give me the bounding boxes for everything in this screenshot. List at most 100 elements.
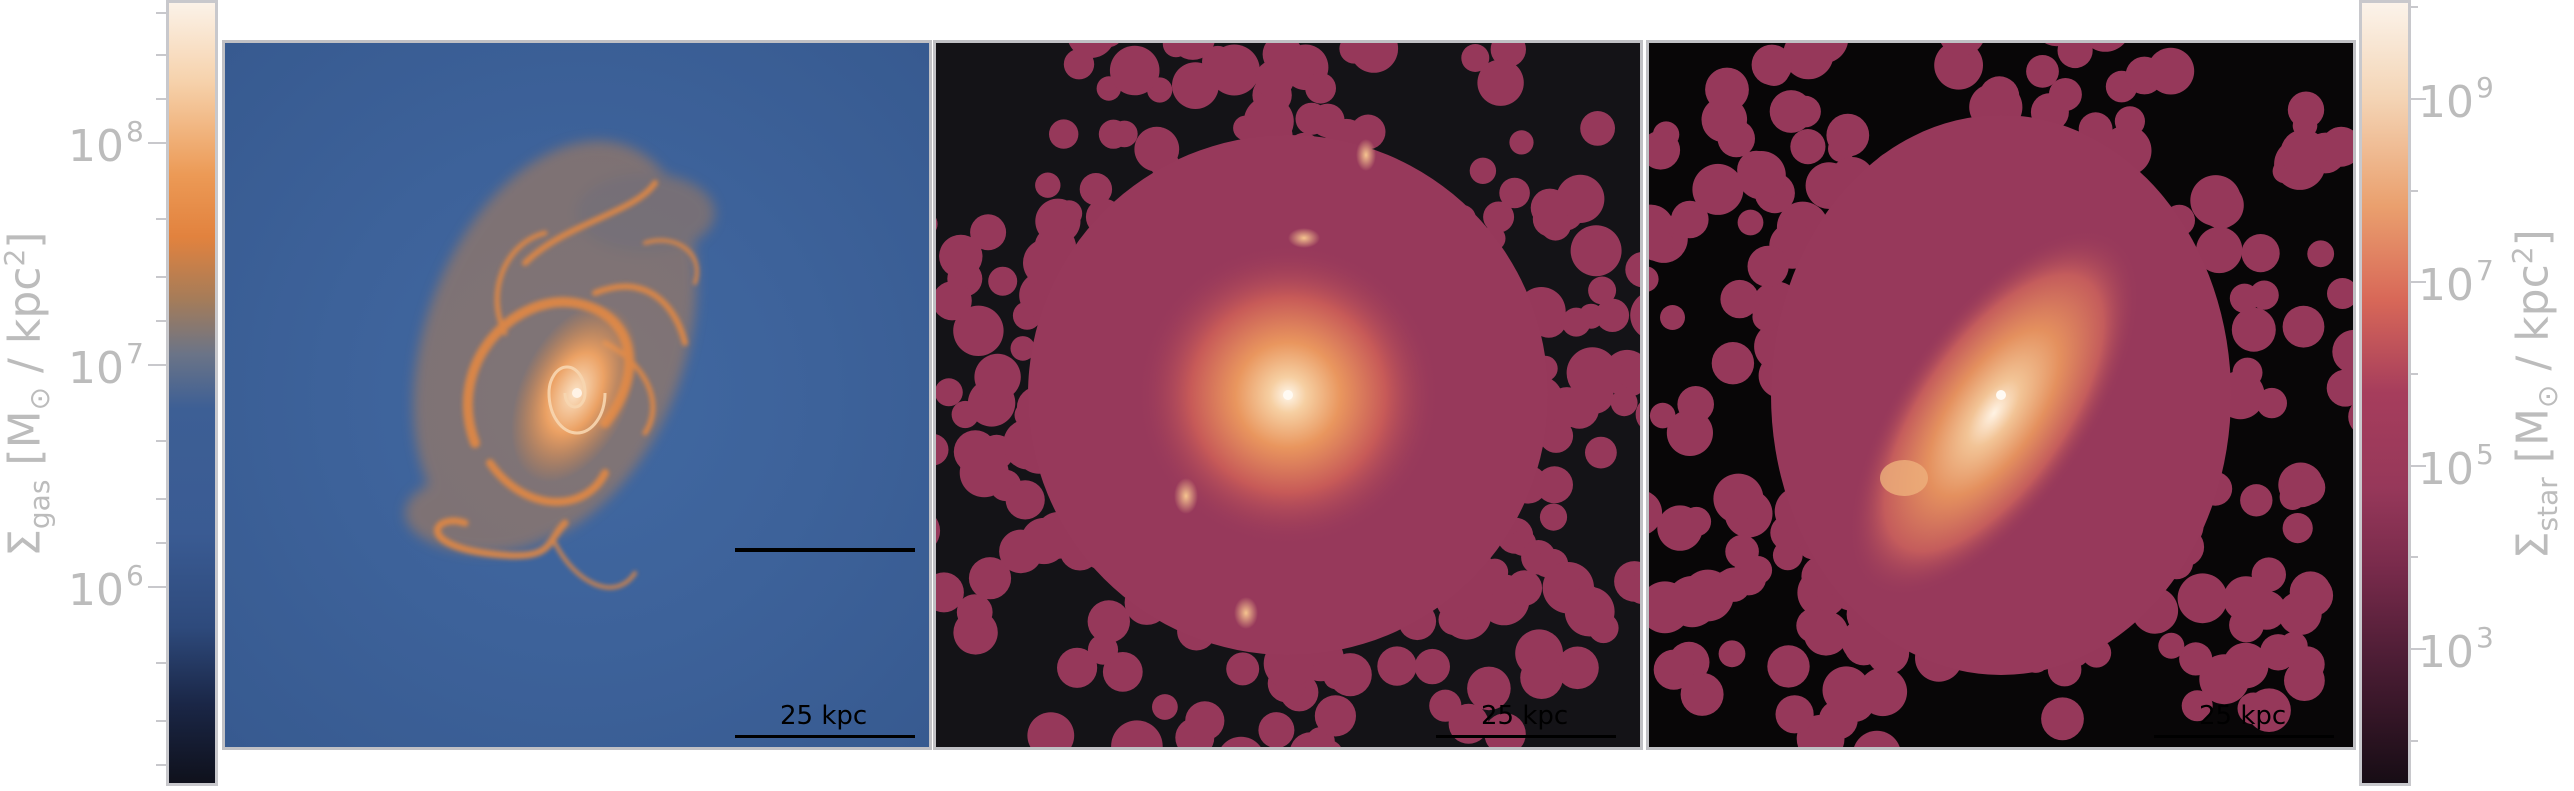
halo-particle xyxy=(2247,688,2291,732)
star-galaxy-image-1 xyxy=(936,43,1640,747)
gas-minor-tick xyxy=(156,498,166,500)
halo-particle xyxy=(2222,642,2269,689)
halo-particle xyxy=(1588,276,1617,305)
halo-particle xyxy=(1134,126,1180,172)
halo-particle xyxy=(1737,209,1764,236)
star-major-tick xyxy=(2408,648,2426,650)
halo-particle xyxy=(1208,44,1260,96)
halo-particle xyxy=(1020,517,1068,565)
halo-particle xyxy=(1111,720,1163,747)
halo-particle xyxy=(1259,717,1288,745)
halo-particle xyxy=(1087,600,1130,643)
halo-particle xyxy=(1377,646,1417,686)
halo-particle xyxy=(1680,672,1724,716)
halo-particle xyxy=(1843,625,1884,666)
halo-particle xyxy=(1172,62,1219,109)
halo-particle xyxy=(2240,484,2273,517)
stellar-density-panel-1: 25 kpc xyxy=(933,40,1643,750)
halo-particle xyxy=(1566,347,1618,399)
star-minor-tick xyxy=(2408,6,2418,8)
halo-particle xyxy=(1098,43,1119,48)
gas-scalebar-line xyxy=(735,735,915,738)
halo-particle xyxy=(1098,119,1128,149)
halo-particle xyxy=(1349,43,1399,73)
halo-particle xyxy=(1752,302,1781,332)
halo-particle xyxy=(1854,730,1900,747)
halo-particle xyxy=(2280,129,2327,176)
halo-particle xyxy=(953,430,997,474)
gas-minor-tick xyxy=(156,320,166,322)
gas-minor-tick xyxy=(156,440,166,442)
halo-particle xyxy=(2292,113,2318,138)
halo-particle xyxy=(2196,226,2243,274)
star-minor-tick xyxy=(2408,190,2418,192)
halo-particle xyxy=(1477,59,1524,106)
star-major-tick xyxy=(2408,98,2426,100)
gas-minor-tick xyxy=(156,54,166,56)
star-tick-label: 105 xyxy=(2418,438,2494,495)
gas-minor-tick xyxy=(156,276,166,278)
halo-particle xyxy=(1483,201,1515,233)
halo-particle xyxy=(2158,632,2185,659)
star-galaxy-image-2 xyxy=(1649,43,2353,747)
star2-scalebar-label: 25 kpc xyxy=(2199,701,2287,731)
halo-particle xyxy=(1057,647,1098,688)
halo-particle xyxy=(1467,666,1511,711)
gas-galaxy-image xyxy=(405,140,715,590)
halo-particle xyxy=(1826,113,1870,157)
star1-scalebar-line xyxy=(1436,735,1616,738)
halo-particle xyxy=(2348,403,2353,430)
halo-particle xyxy=(1818,700,1858,740)
halo-particle xyxy=(2177,573,2228,624)
halo-particle xyxy=(1559,389,1599,429)
gas-minor-tick xyxy=(156,720,166,722)
halo-particle xyxy=(2229,283,2260,313)
halo-particle xyxy=(1305,72,1336,104)
halo-particle xyxy=(2284,660,2325,701)
halo-particle xyxy=(1657,505,1703,551)
halo-particle xyxy=(1718,640,1746,668)
halo-particle xyxy=(1649,130,1681,170)
halo-particle xyxy=(2231,307,2276,352)
halo-particle xyxy=(1585,436,1617,469)
gas-tick-label: 107 xyxy=(68,337,144,394)
halo-particle xyxy=(1769,90,1813,133)
gas-major-tick xyxy=(148,364,166,366)
halo-particle xyxy=(1509,130,1534,155)
halo-particle xyxy=(2289,571,2332,613)
halo-particle xyxy=(1539,418,1574,453)
halo-particle xyxy=(1570,225,1622,277)
halo-particle xyxy=(1109,45,1160,96)
halo-particle xyxy=(1561,307,1591,337)
gas-minor-tick xyxy=(156,662,166,664)
star-colorbar xyxy=(2359,0,2411,786)
halo-particle xyxy=(1506,570,1543,606)
halo-particle xyxy=(1102,652,1143,692)
halo-particle xyxy=(2179,642,2213,676)
halo-particle xyxy=(1720,279,1759,319)
halo-particle xyxy=(2241,234,2280,273)
gas-colorbar-title: Σgas [M⊙ / kpc2] xyxy=(0,231,57,557)
halo-particle xyxy=(1737,151,1786,200)
halo-particle xyxy=(1520,656,1563,699)
gas-density-panel: 25 kpc xyxy=(222,40,932,750)
halo-particle xyxy=(2041,697,2084,741)
halo-particle xyxy=(2205,197,2238,229)
star-colorbar-title: Σstar [M⊙ / kpc2] xyxy=(2505,229,2565,560)
halo-particle xyxy=(1625,252,1640,288)
halo-particle xyxy=(1314,695,1356,737)
halo-particle xyxy=(1055,200,1083,227)
stellar-density-panel-2: 25 kpc xyxy=(1646,40,2356,750)
star-major-tick xyxy=(2408,465,2426,467)
halo-particle xyxy=(1751,44,1793,86)
halo-particle xyxy=(2181,690,2213,722)
halo-particle xyxy=(2332,329,2353,374)
halo-particle xyxy=(1429,689,1462,722)
halo-particle xyxy=(1295,102,1328,135)
halo-particle xyxy=(1290,732,1331,747)
halo-particle xyxy=(1790,129,1826,165)
halo-particle xyxy=(1979,76,2020,117)
gas-minor-tick xyxy=(156,218,166,220)
halo-particle xyxy=(1725,534,1759,569)
halo-particle xyxy=(2326,369,2353,407)
